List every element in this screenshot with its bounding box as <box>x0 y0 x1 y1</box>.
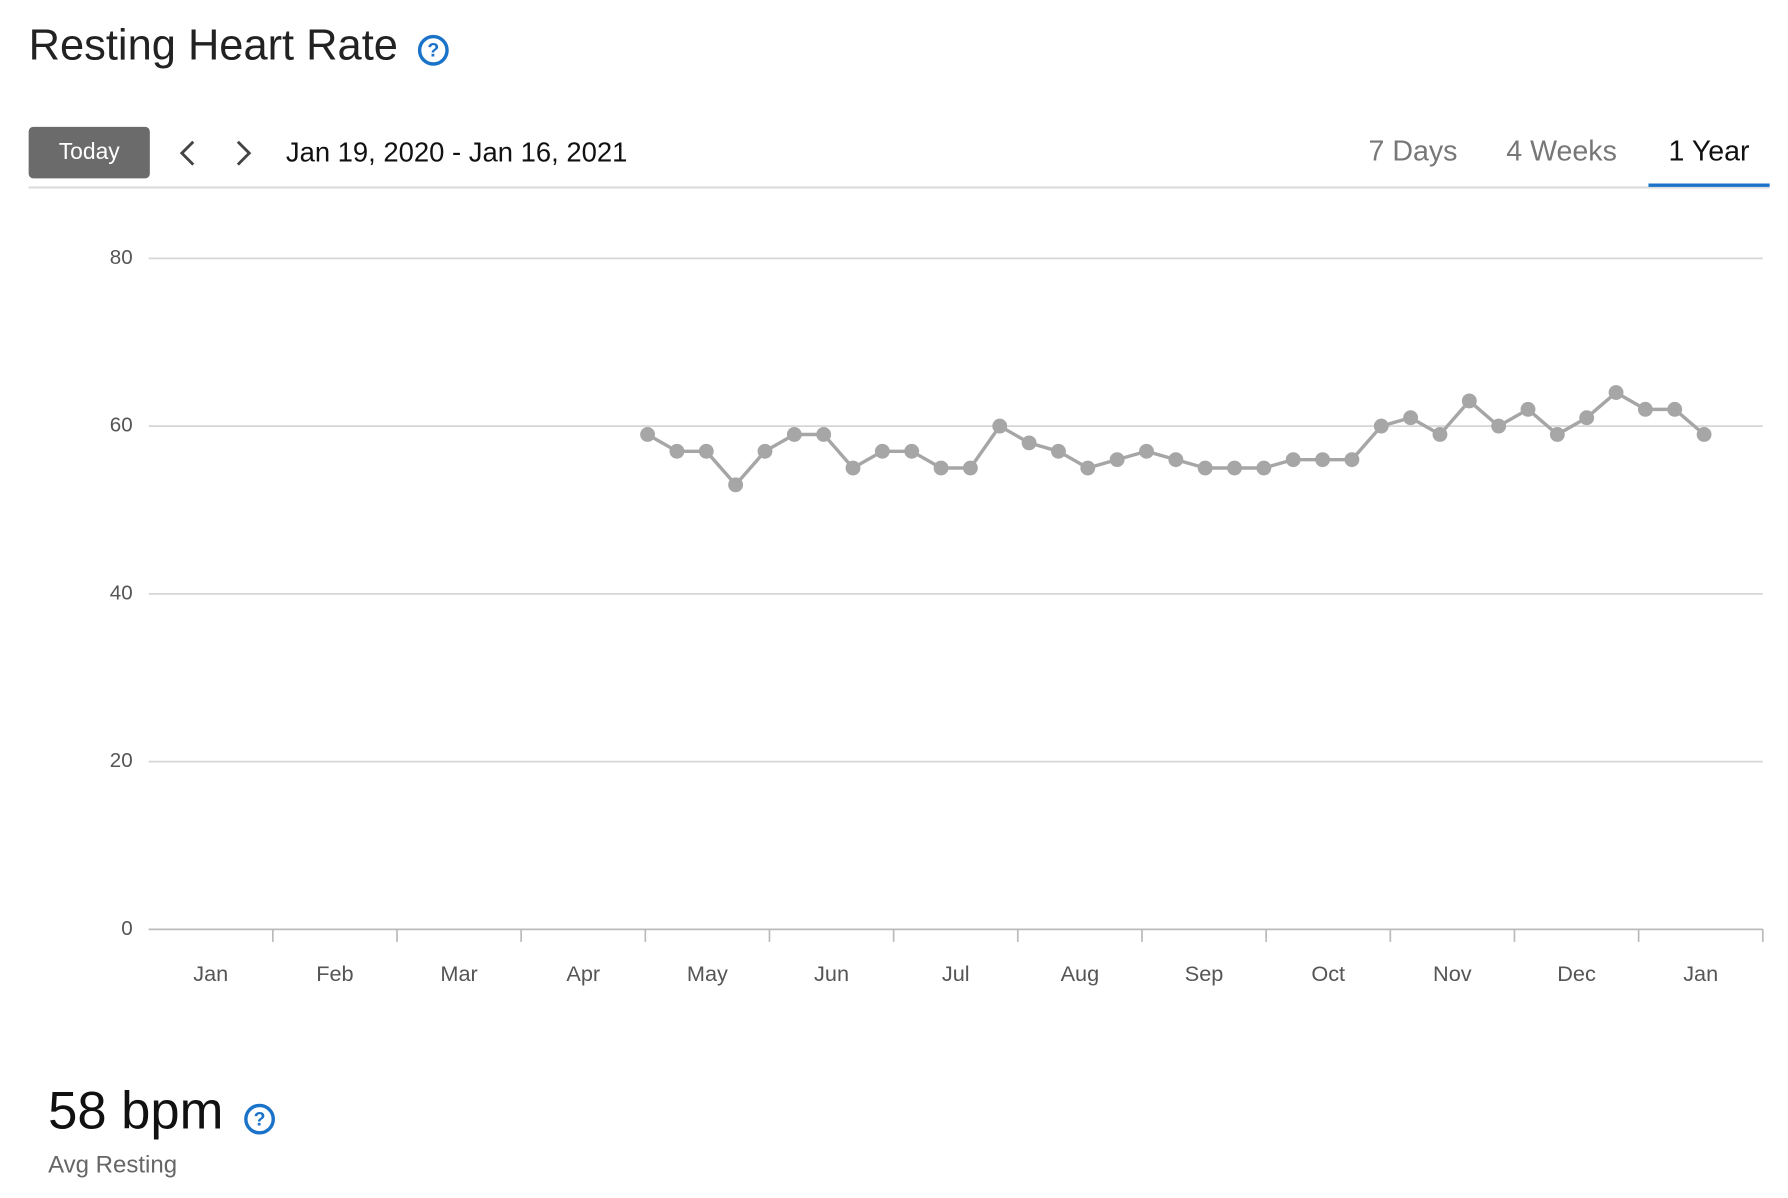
data-point <box>1168 452 1184 468</box>
data-point <box>1491 418 1507 434</box>
data-point <box>1579 410 1595 426</box>
y-tick-label: 40 <box>110 581 133 604</box>
range-tab[interactable]: 4 Weeks <box>1506 136 1617 168</box>
help-icon[interactable]: ? <box>417 34 449 66</box>
avg-label: Avg Resting <box>48 1151 177 1178</box>
y-tick-label: 60 <box>110 414 133 437</box>
next-arrow[interactable] <box>236 140 252 166</box>
data-point <box>1637 401 1653 417</box>
x-tick-label: Jun <box>814 961 849 986</box>
page-title: Resting Heart Rate <box>29 21 398 69</box>
x-tick-label: Nov <box>1433 961 1472 986</box>
x-tick-label: Dec <box>1557 961 1596 986</box>
data-point <box>1080 460 1096 476</box>
y-tick-label: 20 <box>110 749 133 772</box>
svg-text:?: ? <box>427 40 439 62</box>
svg-text:?: ? <box>254 1108 266 1130</box>
data-point <box>1549 427 1565 442</box>
data-point <box>1051 443 1066 459</box>
y-tick-label: 0 <box>121 917 132 940</box>
data-point <box>1344 452 1360 468</box>
x-tick-label: Jan <box>193 961 228 986</box>
data-point <box>669 443 685 459</box>
data-point <box>1139 443 1154 459</box>
data-point <box>1256 460 1272 476</box>
data-point <box>962 460 978 476</box>
x-tick-label: Jan <box>1683 961 1718 986</box>
data-point <box>816 427 832 442</box>
today-button[interactable] <box>28 126 150 179</box>
data-point <box>1315 452 1330 468</box>
data-point <box>1432 427 1448 442</box>
range-tab[interactable]: 7 Days <box>1369 136 1458 168</box>
data-point <box>1373 418 1389 434</box>
data-point <box>1461 393 1477 409</box>
data-point <box>1608 385 1624 400</box>
prev-arrow[interactable] <box>179 140 195 166</box>
data-point <box>845 460 861 476</box>
avg-value: 58 bpm <box>48 1081 223 1140</box>
date-range: Jan 19, 2020 - Jan 16, 2021 <box>286 137 628 168</box>
x-tick-label: Feb <box>316 961 353 986</box>
x-tick-label: Apr <box>566 961 600 986</box>
x-tick-label: Aug <box>1061 961 1100 986</box>
y-tick-label: 80 <box>110 246 133 269</box>
data-point <box>933 460 949 476</box>
x-tick-label: Oct <box>1311 961 1345 986</box>
heart-rate-line <box>646 390 1706 487</box>
x-tick-label: May <box>687 961 728 986</box>
data-point <box>1021 435 1037 451</box>
summary: 58 bpm Avg Resting <box>48 1081 223 1178</box>
data-point <box>1109 452 1125 468</box>
x-tick-label: Jul <box>942 961 970 986</box>
data-point <box>757 443 773 459</box>
data-point <box>1667 401 1683 417</box>
x-tick-label: Sep <box>1185 961 1224 986</box>
data-point <box>1227 460 1242 476</box>
data-point <box>904 443 920 459</box>
data-point <box>1403 410 1419 426</box>
data-point <box>1696 427 1712 442</box>
data-point <box>992 418 1008 434</box>
data-point <box>640 427 656 442</box>
data-point <box>1285 452 1301 468</box>
range-tab[interactable]: 1 Year <box>1669 136 1751 168</box>
today-label[interactable]: Today <box>59 138 121 164</box>
x-tick-label: Mar <box>440 961 477 986</box>
data-point <box>698 443 714 459</box>
data-point <box>1197 460 1213 476</box>
data-point <box>728 477 744 493</box>
data-point <box>874 443 890 459</box>
data-point <box>786 427 802 442</box>
help-icon[interactable]: ? <box>244 1103 275 1135</box>
data-point <box>1520 401 1536 417</box>
